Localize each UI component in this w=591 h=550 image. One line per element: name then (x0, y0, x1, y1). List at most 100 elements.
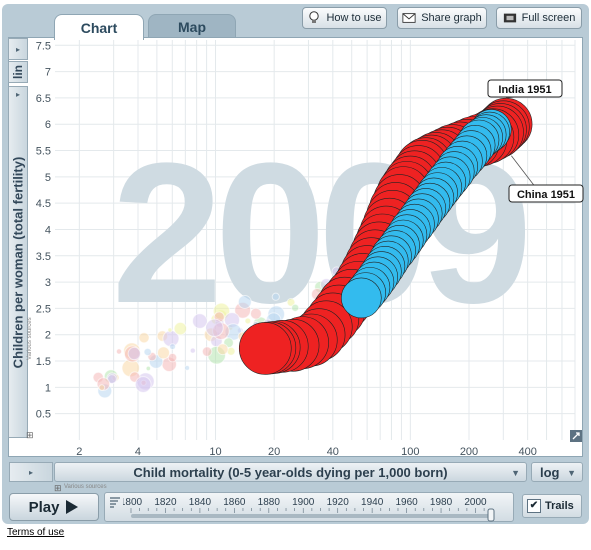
timeline-track-bar (131, 514, 491, 518)
y-tick-label: 5 (45, 172, 51, 184)
full-screen-button[interactable]: Full screen (496, 7, 582, 29)
label-text: China 1951 (517, 189, 575, 201)
share-graph-label: Share graph (421, 12, 482, 24)
y-tick-label: 2.5 (36, 303, 51, 315)
timeline-tick-label: 1820 (154, 497, 177, 508)
y-tick-label: 0.5 (36, 409, 51, 421)
fullscreen-icon (503, 11, 517, 25)
country-bubble (145, 365, 152, 372)
timeline-tick-label: 1800 (123, 497, 143, 508)
axis-ticks: 0.5 1 1.5 2 2.5 3 3.5 4 4.5 5 5.5 6 6.5 7 7.5 2 4 10 20 40 1… (36, 40, 537, 458)
timeline-tick-label: 1840 (189, 497, 212, 508)
chevron-down-icon-2: ▼ (567, 468, 576, 478)
country-bubble (156, 346, 170, 360)
country-bubble (189, 347, 196, 354)
timeline-slider[interactable]: 1800 1820 1840 1860 1880 1900 1920 1940 1960 1980… (104, 492, 514, 522)
country-bubble (115, 348, 123, 355)
x-axis-label: Child mortality (0-5 year-olds dying per… (133, 464, 448, 480)
china-bubble[interactable] (340, 277, 382, 319)
timeline-tick-label: 1920 (327, 497, 350, 508)
tab-map[interactable]: Map (148, 14, 236, 38)
timeline-tick-label: 1960 (395, 497, 418, 508)
timeline-handle[interactable] (487, 508, 495, 522)
x-tick-label: 20 (268, 446, 280, 458)
country-bubble (98, 384, 106, 391)
y-axis-collapse-toggle[interactable]: ▸ (8, 38, 28, 60)
chevron-right-icon-3: ▸ (28, 467, 33, 477)
timeline-tick-label: 2000 (464, 497, 487, 508)
play-button[interactable]: Play (9, 493, 99, 521)
full-screen-label: Full screen (521, 12, 576, 24)
lightbulb-icon (307, 11, 321, 25)
country-bubble (249, 307, 262, 320)
y-axis-scale-select[interactable]: lin (8, 61, 28, 83)
country-bubble (169, 343, 176, 351)
timeline-track[interactable]: 1800 1820 1840 1860 1880 1900 1920 1940 1960 1980… (123, 493, 513, 523)
x-axis-indicator-select[interactable]: Child mortality (0-5 year-olds dying per… (54, 462, 527, 482)
country-bubble (291, 303, 300, 312)
chevron-right-icon-2: ▸ (15, 90, 20, 99)
country-bubble (201, 346, 213, 357)
how-to-use-label: How to use (326, 12, 382, 24)
info-icon-x[interactable]: ⊞ (54, 483, 62, 493)
resize-corner-icon[interactable] (570, 430, 582, 442)
tab-chart-label: Chart (80, 19, 118, 36)
x-tick-label: 10 (209, 446, 221, 458)
y-tick-label: 1.5 (36, 356, 51, 368)
country-bubble (237, 295, 252, 309)
label-box (487, 79, 563, 98)
label-box (508, 184, 584, 203)
envelope-icon (402, 11, 416, 25)
trails-checkbox[interactable]: ✔ Trails (522, 494, 582, 518)
y-tick-label: 7.5 (36, 40, 51, 52)
x-tick-label: 400 (518, 446, 536, 458)
timeline-tick-label: 1880 (258, 497, 281, 508)
play-label: Play (28, 498, 60, 516)
x-tick-label: 2 (76, 446, 82, 458)
y-axis-indicator-select[interactable]: ▸ Children per woman (total fertility) (8, 86, 28, 438)
tab-map-label: Map (178, 18, 206, 35)
speed-icon[interactable] (108, 496, 122, 510)
trails-label: Trails (545, 500, 574, 512)
annotation-labels: India 1951 China 1951 (487, 79, 584, 203)
country-bubble (271, 292, 280, 301)
x-axis-collapse-toggle[interactable]: ▸ (9, 462, 53, 482)
timeline-tick-label: 1900 (292, 497, 315, 508)
info-icon-y[interactable]: ⊞ (26, 430, 34, 440)
timeline-tick-label: 1980 (430, 497, 453, 508)
y-tick-label: 3.5 (36, 251, 51, 263)
y-tick-label: 4 (45, 224, 51, 236)
country-bubble (216, 343, 229, 356)
country-bubble (173, 321, 188, 336)
tab-chart[interactable]: Chart (54, 14, 144, 40)
y-tick-label: 5.5 (36, 146, 51, 158)
india-bubble[interactable] (238, 322, 292, 375)
y-tick-label: 3 (45, 277, 51, 289)
y-tick-label: 6 (45, 119, 51, 131)
country-bubble (138, 332, 150, 344)
play-icon (66, 500, 79, 514)
country-bubble (286, 297, 296, 307)
check-icon: ✔ (527, 499, 541, 513)
grid (55, 40, 576, 440)
share-graph-button[interactable]: Share graph (397, 7, 487, 29)
country-bubble (167, 352, 178, 363)
timeline-tick-label: 1940 (361, 497, 384, 508)
series-china[interactable] (340, 109, 512, 319)
how-to-use-button[interactable]: How to use (302, 7, 387, 29)
country-bubble (244, 317, 252, 325)
x-axis-scale-select[interactable]: log ▼ (531, 462, 583, 482)
x-tick-label: 200 (460, 446, 478, 458)
x-scale-label: log (540, 464, 560, 480)
chevron-right-icon: ▸ (15, 44, 20, 54)
country-bubble (184, 364, 191, 371)
y-tick-label: 6.5 (36, 93, 51, 105)
country-bubble (167, 327, 173, 333)
country-bubble (143, 347, 152, 357)
terms-of-use-link[interactable]: Terms of use (7, 527, 65, 538)
y-tick-label: 1 (45, 382, 51, 394)
label-text: India 1951 (498, 84, 551, 96)
chevron-down-icon: ▼ (511, 468, 520, 478)
